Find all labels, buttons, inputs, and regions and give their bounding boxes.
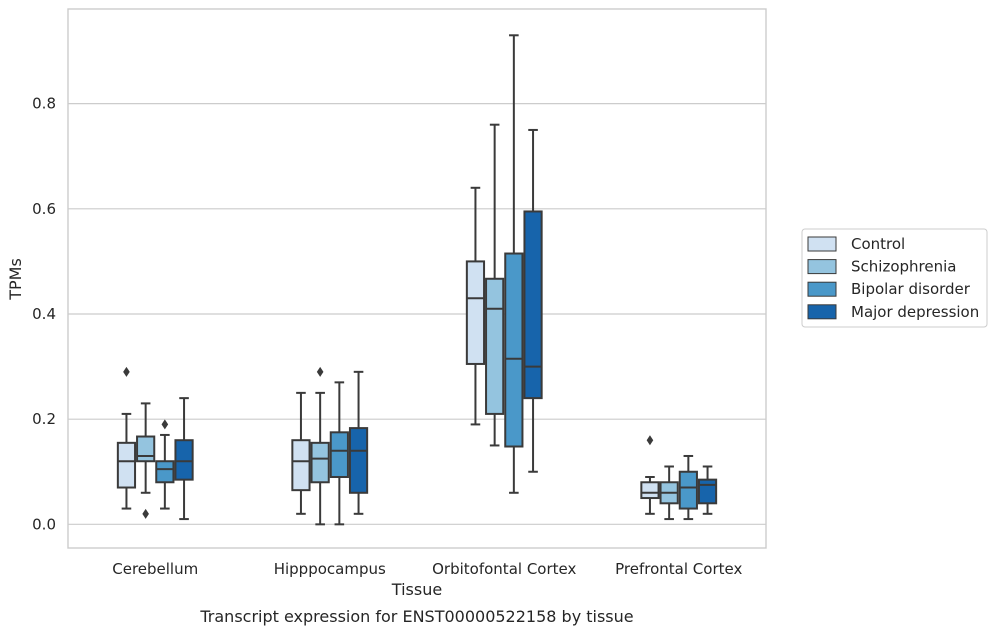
outlier-point: [161, 419, 169, 430]
box-iqr: [465, 260, 486, 365]
y-tick-label: 0.2: [32, 410, 56, 428]
outlier-point: [316, 366, 324, 377]
outlier-point: [646, 435, 654, 446]
figure-caption: Transcript expression for ENST0000052215…: [199, 607, 633, 626]
box-iqr: [348, 427, 369, 494]
legend-swatch: [807, 259, 837, 275]
outlier-point: [123, 366, 130, 377]
legend-swatch: [807, 304, 837, 320]
legend-label: Bipolar disorder: [851, 280, 971, 298]
box-iqr: [504, 252, 524, 448]
box-iqr: [291, 439, 311, 492]
box-iqr: [136, 435, 156, 463]
box-iqr: [523, 210, 543, 400]
box-group: [116, 366, 137, 510]
box-group: [659, 465, 679, 521]
x-tick-labels: Cerebellum Hipppocampus Orbitofontal Corte…: [112, 560, 742, 578]
box-group: [678, 454, 698, 521]
box-iqr: [174, 439, 194, 481]
box-group: [174, 397, 194, 521]
y-tick-labels: 0.0 0.2 0.4 0.6 0.8: [32, 95, 56, 534]
box-group: [155, 419, 175, 510]
y-tick-label: 0.6: [32, 200, 56, 218]
box-iqr: [155, 460, 175, 484]
legend-swatch: [807, 236, 837, 252]
box-group: [485, 123, 505, 447]
box-group: [504, 34, 524, 494]
box-group: [465, 186, 486, 426]
box-group: [291, 391, 311, 515]
x-tick-label: Orbitofontal Cortex: [432, 560, 576, 578]
box-group: [697, 465, 718, 515]
box-group: [523, 128, 543, 473]
legend-frame: [801, 228, 988, 328]
y-tick-label: 0.8: [32, 95, 56, 113]
x-tick-label: Hipppocampus: [274, 560, 386, 578]
box-iqr: [485, 277, 505, 415]
box-group: [310, 366, 330, 526]
y-axis-title: TPMs: [6, 258, 25, 301]
box-group: [348, 370, 369, 515]
legend: Control Schizophrenia Bipolar disorder Majo…: [801, 228, 988, 328]
x-tick-label: Prefrontal Cortex: [615, 560, 742, 578]
plot-frame: [67, 8, 767, 549]
legend-label: Major depression: [851, 303, 979, 321]
box-iqr: [329, 431, 349, 479]
x-axis-title: Tissue: [391, 580, 442, 599]
box-groups: [116, 34, 718, 526]
y-tick-label: 0.4: [32, 305, 56, 323]
box-group: [329, 381, 349, 526]
y-tick-label: 0.0: [32, 515, 56, 533]
box-iqr: [697, 478, 718, 505]
box-iqr: [116, 441, 137, 489]
box-group: [640, 435, 660, 515]
legend-label: Schizophrenia: [851, 258, 956, 276]
x-tick-label: Cerebellum: [112, 560, 198, 578]
box-iqr: [678, 470, 698, 510]
legend-swatch: [807, 281, 837, 297]
outlier-point: [142, 508, 149, 519]
legend-label: Control: [851, 235, 905, 253]
box-group: [136, 402, 156, 519]
box-iqr: [310, 441, 330, 484]
box-iqr: [640, 481, 660, 500]
